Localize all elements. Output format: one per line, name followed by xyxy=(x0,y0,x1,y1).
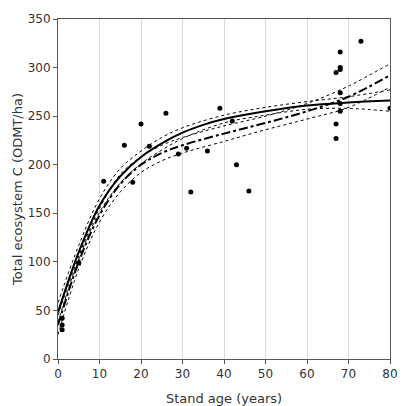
svg-text:250: 250 xyxy=(28,109,51,123)
svg-text:Stand age (years): Stand age (years) xyxy=(166,391,282,406)
svg-text:20: 20 xyxy=(133,367,148,381)
svg-text:200: 200 xyxy=(28,158,51,172)
svg-text:40: 40 xyxy=(216,367,231,381)
svg-text:50: 50 xyxy=(35,304,50,318)
svg-text:0: 0 xyxy=(43,352,51,366)
svg-text:80: 80 xyxy=(382,367,397,381)
svg-text:60: 60 xyxy=(299,367,314,381)
svg-text:30: 30 xyxy=(175,367,190,381)
svg-text:150: 150 xyxy=(28,206,51,220)
svg-text:50: 50 xyxy=(258,367,273,381)
svg-text:70: 70 xyxy=(341,367,356,381)
svg-text:350: 350 xyxy=(28,12,51,26)
svg-text:10: 10 xyxy=(92,367,107,381)
svg-text:0: 0 xyxy=(54,367,62,381)
svg-text:Total ecosystem C (ODMT/ha): Total ecosystem C (ODMT/ha) xyxy=(10,93,25,286)
svg-text:100: 100 xyxy=(28,255,51,269)
svg-text:300: 300 xyxy=(28,61,51,75)
